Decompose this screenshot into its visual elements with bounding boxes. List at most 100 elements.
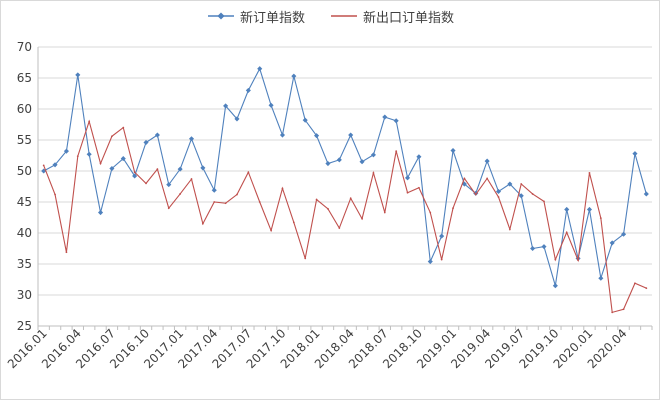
series-1-point-53 xyxy=(645,287,648,290)
series-0-point-45 xyxy=(552,283,558,289)
legend-label-new-export-orders: 新出口订单指数 xyxy=(363,10,455,26)
series-1-point-32 xyxy=(406,191,409,194)
series-1-point-38 xyxy=(474,193,477,196)
y-tick-label: 60 xyxy=(17,102,32,116)
series-1-point-35 xyxy=(440,258,443,261)
legend-label-new-orders: 新订单指数 xyxy=(239,10,305,26)
x-axis-tick-labels: 2016.012016.042016.072016.102017.012017.… xyxy=(5,326,630,371)
series-1-point-44 xyxy=(543,200,545,203)
series-0-point-44 xyxy=(541,244,547,250)
series-1-point-49 xyxy=(599,217,602,220)
series-1-point-15 xyxy=(213,201,216,203)
series-1-point-47 xyxy=(577,259,579,262)
series-0-point-13 xyxy=(188,136,195,142)
y-tick-label: 55 xyxy=(17,133,32,147)
series-1-point-45 xyxy=(554,258,557,261)
series-0-point-21 xyxy=(279,132,286,138)
series-0-point-17 xyxy=(234,116,240,122)
series-1-point-50 xyxy=(611,311,614,314)
series-1-point-12 xyxy=(179,193,182,195)
series-1-point-52 xyxy=(634,282,636,285)
series-0-point-18 xyxy=(245,87,251,93)
series-0-point-27 xyxy=(348,132,354,138)
series-0-point-35 xyxy=(439,233,445,239)
legend: 新订单指数 新出口订单指数 xyxy=(0,6,662,26)
series-1-point-5 xyxy=(99,162,102,165)
series-1-point-20 xyxy=(270,229,272,232)
series-1-point-23 xyxy=(304,257,307,260)
series-0-point-29 xyxy=(370,152,376,158)
series-1-point-9 xyxy=(145,182,147,185)
series-0-point-41 xyxy=(507,181,513,187)
series-1-point-36 xyxy=(452,207,454,210)
series-1-point-39 xyxy=(486,177,489,180)
series-1-point-48 xyxy=(588,171,591,174)
series-1-point-7 xyxy=(122,126,125,129)
series-1-point-34 xyxy=(429,211,432,214)
y-tick-label: 65 xyxy=(17,71,32,85)
series-0-point-26 xyxy=(336,157,342,163)
series-0-point-32 xyxy=(404,175,411,181)
series-0-point-25 xyxy=(325,161,331,167)
series-0-point-14 xyxy=(200,165,206,171)
series-0-point-10 xyxy=(154,132,160,138)
y-axis-tick-labels: 25 30 35 40 45 50 55 60 65 70 xyxy=(17,40,32,333)
series-0-point-43 xyxy=(530,245,536,252)
series-1-point-18 xyxy=(247,171,250,174)
series-0-point-8 xyxy=(132,173,138,179)
series-1-point-1 xyxy=(54,193,56,196)
gridlines xyxy=(38,46,652,296)
series-1-point-31 xyxy=(395,150,398,153)
series-0-point-9 xyxy=(143,139,149,146)
series-0-point-48 xyxy=(586,206,593,212)
series-1-point-14 xyxy=(201,222,204,225)
series-1-point-30 xyxy=(383,211,386,214)
series-0-point-20 xyxy=(268,102,274,108)
series-0-point-40 xyxy=(495,188,502,195)
series-1-point-37 xyxy=(463,177,466,180)
series-1-point-43 xyxy=(531,193,534,195)
series-0-point-12 xyxy=(177,166,183,172)
series-1-point-6 xyxy=(111,135,113,138)
series-0-point-4 xyxy=(86,151,92,157)
series-1-point-24 xyxy=(315,198,318,201)
series-0-point-49 xyxy=(598,275,604,281)
series-0-point-51 xyxy=(621,231,627,237)
series-0-point-3 xyxy=(75,72,81,78)
series-1-point-11 xyxy=(167,207,170,210)
series-0-point-2 xyxy=(63,148,69,154)
legend-swatch-new-orders xyxy=(207,12,234,20)
series-1-point-0 xyxy=(42,164,45,167)
series-0-point-53 xyxy=(643,191,649,197)
series-0-point-33 xyxy=(416,154,422,160)
series-0-point-1 xyxy=(52,162,58,168)
series-1-point-13 xyxy=(190,178,193,180)
series-0-point-7 xyxy=(120,156,126,162)
series-1-point-51 xyxy=(622,308,625,311)
series-line-0 xyxy=(43,67,647,286)
series-1-point-42 xyxy=(520,183,523,185)
series-0-point-5 xyxy=(97,209,104,216)
series-0-point-30 xyxy=(382,114,388,120)
series-1-point-29 xyxy=(372,171,375,174)
series-0-point-6 xyxy=(109,165,115,172)
y-tick-label: 25 xyxy=(17,319,32,333)
series-0-point-31 xyxy=(393,118,399,124)
series-1-point-28 xyxy=(361,217,363,220)
series-1-point-25 xyxy=(327,207,329,210)
series-1-point-16 xyxy=(224,202,227,205)
series-1-point-22 xyxy=(292,221,295,224)
series-0-point-39 xyxy=(484,158,490,164)
series-1-point-19 xyxy=(258,201,261,203)
axes xyxy=(37,47,653,330)
series-0-point-36 xyxy=(450,147,456,154)
legend-swatch-new-export-orders xyxy=(331,15,357,17)
legend-item-new-export-orders: 新出口订单指数 xyxy=(331,7,454,26)
series-1-point-33 xyxy=(418,186,420,189)
series-0-point-15 xyxy=(211,187,217,193)
series-0-point-11 xyxy=(166,182,172,188)
series-1-point-21 xyxy=(281,187,284,190)
series-1-point-26 xyxy=(338,227,341,229)
y-tick-label: 45 xyxy=(17,195,32,209)
